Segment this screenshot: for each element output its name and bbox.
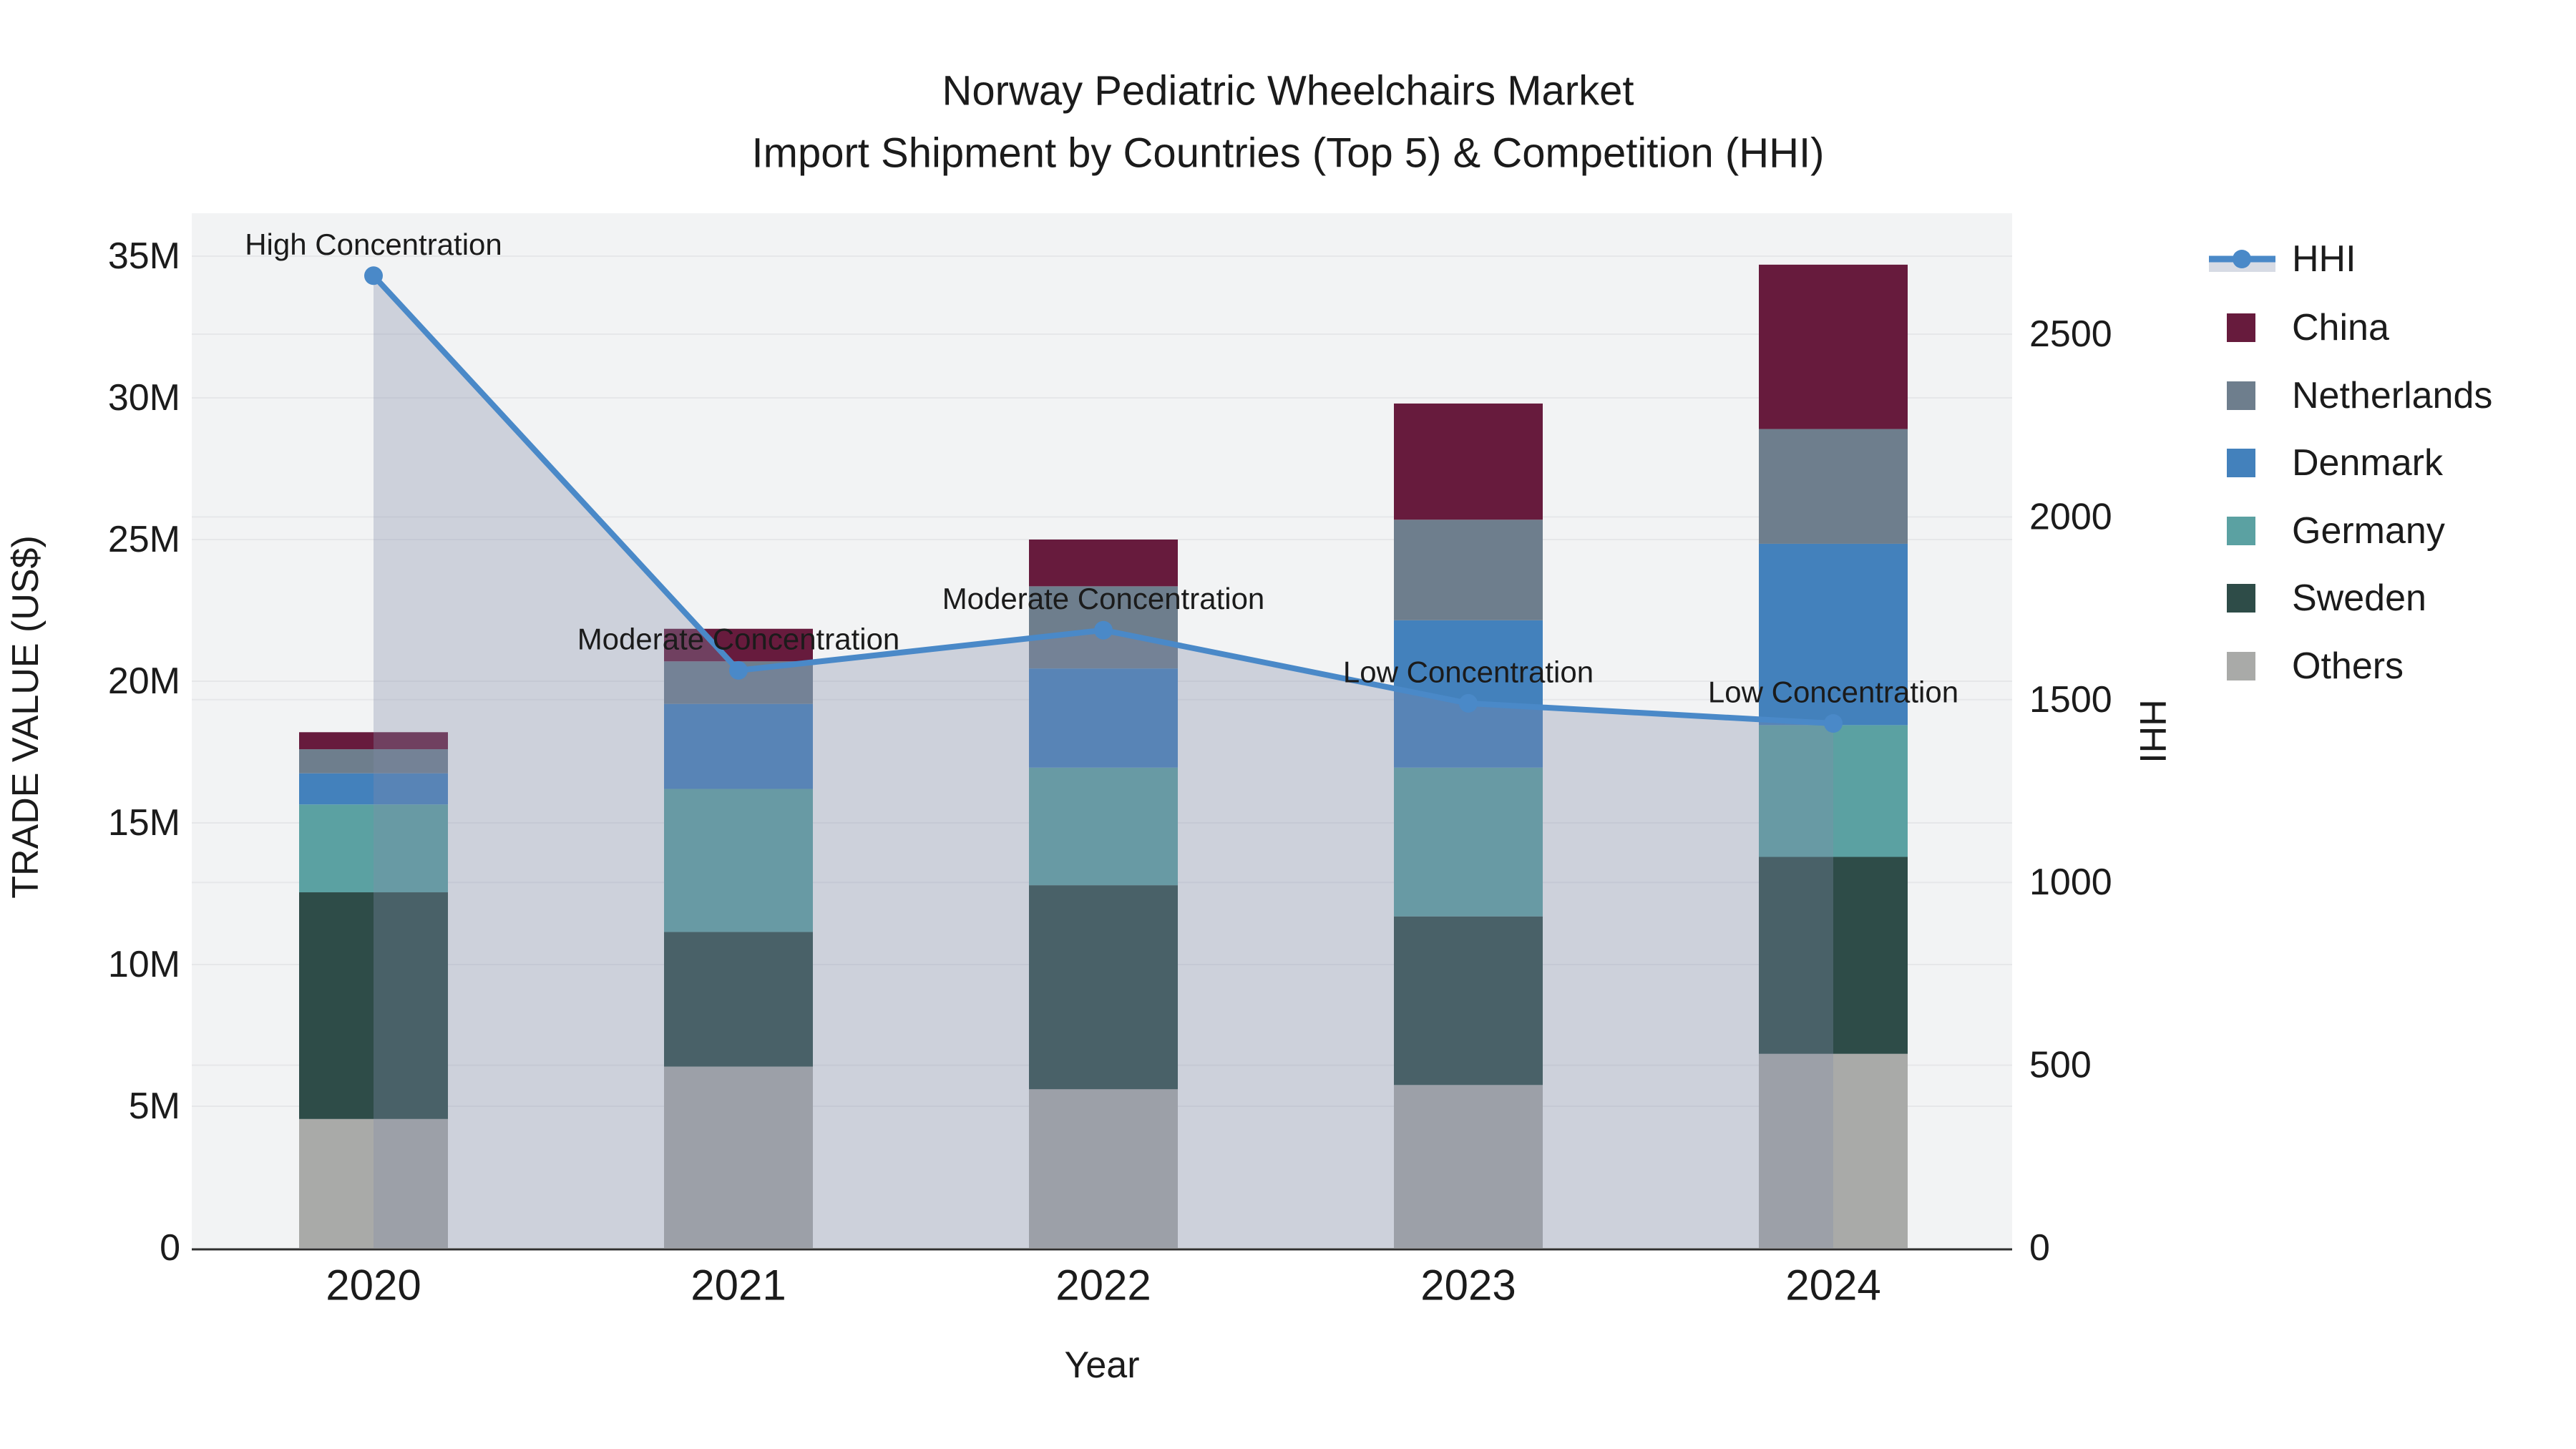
bar-segment-sweden-2023[interactable] <box>1394 916 1543 1085</box>
y-left-tick-10M: 10M <box>108 944 180 985</box>
legend-item-others[interactable]: Others <box>2227 645 2404 687</box>
bar-segment-others-2020[interactable] <box>299 1118 448 1248</box>
y-right-tick-2000: 2000 <box>2029 496 2112 537</box>
annotation-2021: Moderate Concentration <box>577 622 900 655</box>
axis-tick-labels: 0 5M 10M 15M 20M 25M 30M 35M 0 500 1000 1500 2000 250… <box>108 235 2112 1309</box>
hhi-marker-2023[interactable] <box>1459 693 1478 713</box>
bar-segment-netherlands-2024[interactable] <box>1759 429 1908 544</box>
annotation-2022: Moderate Concentration <box>942 582 1265 615</box>
x-tick-2021[interactable]: 2021 <box>691 1262 786 1309</box>
legend-item-china[interactable]: China <box>2227 307 2389 348</box>
annotation-2023: Low Concentration <box>1343 655 1594 688</box>
y-left-tick-25M: 25M <box>108 519 180 560</box>
y-right-tick-2500: 2500 <box>2029 313 2112 355</box>
bar-segment-china-2020[interactable] <box>299 732 448 750</box>
legend: HHI China Netherlands Denmark Germany Sweden O… <box>2209 238 2492 687</box>
bar-segment-others-2022[interactable] <box>1029 1089 1178 1248</box>
hhi-marker-2024[interactable] <box>1824 714 1843 733</box>
bar-segment-netherlands-2023[interactable] <box>1394 519 1543 620</box>
legend-item-germany[interactable]: Germany <box>2227 510 2445 552</box>
y-right-tick-500: 500 <box>2029 1045 2092 1086</box>
legend-hhi-marker <box>2233 250 2251 268</box>
bar-segment-denmark-2020[interactable] <box>299 773 448 805</box>
legend-item-sweden[interactable]: Sweden <box>2227 577 2426 619</box>
chart-title-line2: Import Shipment by Countries (Top 5) & C… <box>752 130 1825 177</box>
legend-label-hhi[interactable]: HHI <box>2292 238 2356 280</box>
legend-swatch-denmark <box>2227 449 2255 477</box>
bar-segment-denmark-2024[interactable] <box>1759 543 1908 726</box>
legend-label-netherlands[interactable]: Netherlands <box>2292 375 2492 416</box>
legend-label-sweden[interactable]: Sweden <box>2292 577 2426 619</box>
bar-segment-germany-2021[interactable] <box>664 789 813 932</box>
legend-label-china[interactable]: China <box>2292 307 2389 348</box>
bar-segment-others-2024[interactable] <box>1759 1053 1908 1248</box>
hhi-line <box>364 266 1843 733</box>
bar-segment-china-2021[interactable] <box>664 628 813 662</box>
bar-segment-germany-2024[interactable] <box>1759 725 1908 857</box>
y-left-tick-5M: 5M <box>129 1085 180 1127</box>
legend-swatch-china <box>2227 313 2255 342</box>
hhi-marker-2022[interactable] <box>1094 620 1113 640</box>
chart-title-line1: Norway Pediatric Wheelchairs Market <box>942 68 1634 114</box>
bar-segment-sweden-2024[interactable] <box>1759 857 1908 1054</box>
x-tick-2024[interactable]: 2024 <box>1785 1262 1880 1309</box>
bar-segment-denmark-2021[interactable] <box>664 703 813 789</box>
legend-label-denmark[interactable]: Denmark <box>2292 442 2444 484</box>
y-right-tick-1500: 1500 <box>2029 679 2112 721</box>
y-right-tick-0: 0 <box>2029 1227 2050 1269</box>
bar-segment-sweden-2022[interactable] <box>1029 885 1178 1090</box>
y-left-axis-title: TRADE VALUE (US$) <box>5 535 47 899</box>
legend-label-germany[interactable]: Germany <box>2292 510 2445 552</box>
bar-segment-sweden-2020[interactable] <box>299 892 448 1119</box>
y-right-axis-title: HHI <box>2132 699 2173 763</box>
bar-segment-china-2022[interactable] <box>1029 540 1178 587</box>
legend-swatch-netherlands <box>2227 381 2255 410</box>
x-tick-2022[interactable]: 2022 <box>1055 1262 1151 1309</box>
y-left-tick-15M: 15M <box>108 802 180 844</box>
legend-swatch-others <box>2227 652 2255 680</box>
legend-label-others[interactable]: Others <box>2292 645 2404 687</box>
hhi-marker-2021[interactable] <box>729 660 748 680</box>
annotations: High Concentration Moderate Concentration… <box>245 228 1958 709</box>
annotation-2020: High Concentration <box>245 228 502 261</box>
legend-item-hhi[interactable]: HHI <box>2209 238 2356 280</box>
y-left-tick-20M: 20M <box>108 660 180 702</box>
legend-swatch-sweden <box>2227 584 2255 613</box>
legend-item-denmark[interactable]: Denmark <box>2227 442 2444 484</box>
annotation-2024: Low Concentration <box>1708 675 1958 709</box>
x-tick-2023[interactable]: 2023 <box>1420 1262 1516 1309</box>
hhi-area-polygon <box>374 275 1833 1248</box>
x-axis-title: Year <box>1064 1345 1139 1386</box>
bar-segment-sweden-2021[interactable] <box>664 932 813 1067</box>
x-tick-2020[interactable]: 2020 <box>326 1262 421 1309</box>
bar-segment-netherlands-2020[interactable] <box>299 749 448 774</box>
y-left-tick-35M: 35M <box>108 235 180 277</box>
hhi-marker-2020[interactable] <box>364 266 383 286</box>
bar-segment-germany-2022[interactable] <box>1029 767 1178 886</box>
legend-item-netherlands[interactable]: Netherlands <box>2227 375 2492 416</box>
legend-swatch-germany <box>2227 517 2255 545</box>
y-right-tick-1000: 1000 <box>2029 862 2112 903</box>
bar-segment-germany-2020[interactable] <box>299 804 448 893</box>
bar-segment-germany-2023[interactable] <box>1394 767 1543 917</box>
bar-segment-china-2023[interactable] <box>1394 403 1543 520</box>
bar-segment-others-2023[interactable] <box>1394 1085 1543 1248</box>
bar-segment-denmark-2022[interactable] <box>1029 668 1178 768</box>
stacked-bars <box>299 264 1908 1248</box>
y-left-tick-30M: 30M <box>108 377 180 419</box>
bar-segment-others-2021[interactable] <box>664 1066 813 1248</box>
hhi-area-fill <box>374 275 1833 1248</box>
bar-segment-china-2024[interactable] <box>1759 264 1908 429</box>
y-left-tick-0: 0 <box>160 1227 180 1269</box>
